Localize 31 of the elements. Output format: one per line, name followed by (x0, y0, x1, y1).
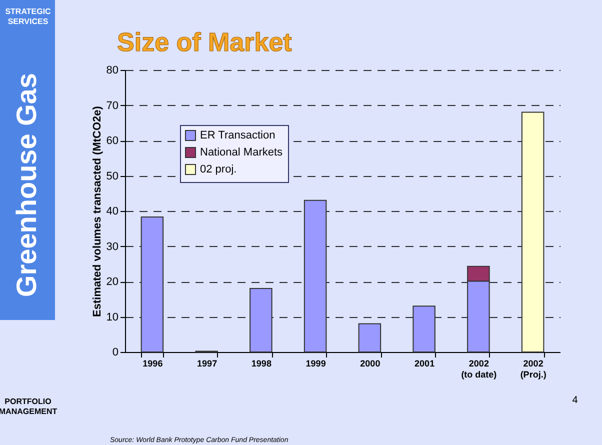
x-tick-label: 2000 (360, 358, 380, 368)
y-tick-label: 10 (106, 311, 118, 324)
text: Greenhouse Gas (11, 72, 42, 298)
text: 4 (572, 395, 578, 406)
y-tick-label: 80 (106, 64, 118, 76)
bar (250, 288, 272, 352)
legend-label: 02 proj. (200, 164, 237, 176)
x-tick-label: 1997 (197, 358, 218, 368)
y-tick-label: 40 (106, 206, 118, 218)
legend-label: ER Transaction (200, 130, 276, 142)
y-tick-label: 70 (106, 100, 118, 112)
bar (521, 112, 544, 352)
x-tick-label: 1996 (142, 358, 163, 368)
y-axis-title: Estimated volumes transacted (MtCO2e) (91, 106, 104, 317)
bar (304, 200, 327, 352)
y-tick-label: 60 (106, 135, 118, 147)
x-tick-label: 2002 (Proj.) (520, 358, 546, 380)
x-tick-label: 2001 (414, 358, 435, 368)
legend-label: National Markets (200, 146, 284, 158)
y-tick-label: 0 (112, 346, 118, 358)
bar (140, 216, 164, 352)
bar (358, 323, 382, 352)
y-tick-label: 20 (106, 276, 118, 288)
x-tick-label: 2002 (to date) (461, 358, 497, 380)
x-tick-label: 1998 (251, 358, 272, 368)
y-tick-label: 50 (106, 170, 118, 182)
text: STRATEGIC SERVICES (5, 7, 52, 26)
bar (412, 306, 436, 352)
y-tick-label: 30 (106, 240, 118, 253)
x-tick-label: 1999 (306, 358, 326, 368)
chart-title: Size of Market (117, 27, 292, 57)
